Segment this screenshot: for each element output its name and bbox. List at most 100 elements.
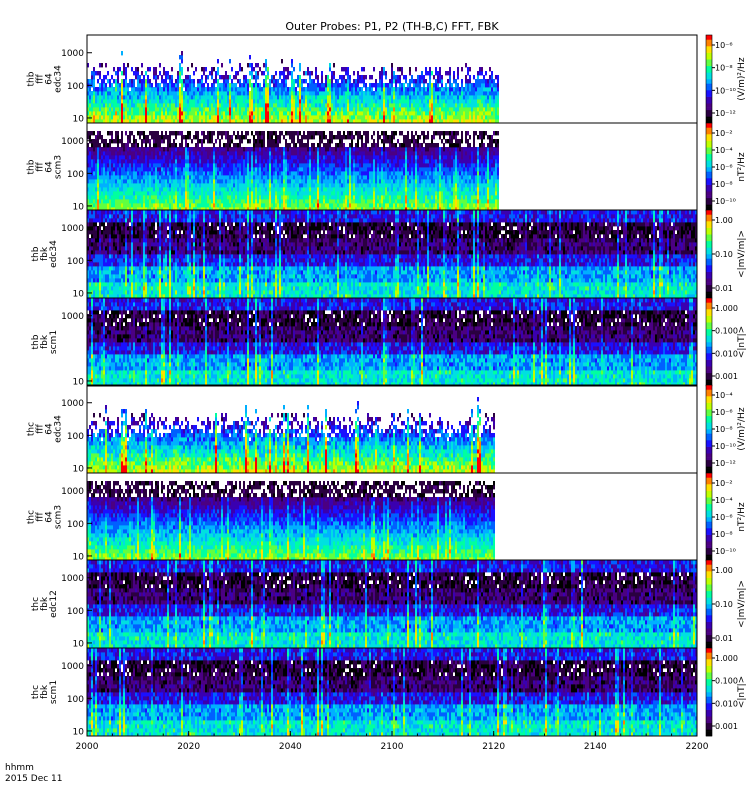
time-tick-label: 2020 [177,742,200,752]
colorbar-tick-label: 1.00 [715,566,733,575]
colorbar-tick-label: 0.10 [715,250,733,259]
colorbar-tick-label: 1.000 [715,304,738,313]
y-tick-label: 100 [67,82,84,92]
y-label-line: fbk [40,334,50,349]
colorbar-tick-label: 0.010 [715,699,738,708]
colorbar-tick-label: 0.01 [715,284,733,293]
y-tick-label: 10 [73,202,85,212]
spectrogram-image [87,481,495,562]
y-label-line: thc [27,510,37,524]
y-tick-label: 1000 [61,574,84,584]
spectrogram-image [87,648,697,737]
y-label-line: edc12 [49,590,59,618]
y-axis-label: thc fbk scm1 [31,680,59,704]
colorbar-tick-label: 0.010 [715,349,738,358]
y-tick-label: 10 [73,639,85,649]
colorbar-tick-label: 10⁻¹⁰ [715,86,736,95]
panel-5: 10 100 1000 thc fff 64 edc34 10⁻¹² 10⁻¹⁰ 10⁻⁸ 10⁻⁶… [27,384,747,474]
y-tick-label: 10 [73,727,85,737]
y-tick-label: 100 [67,170,84,180]
y-label-line: thb [31,334,41,349]
time-tick-label: 2120 [482,742,505,752]
colorbar: 0.01 0.10 1.00 <|mV/m|> [705,559,747,649]
time-tick-label: 2140 [584,742,607,752]
colorbar-tick-label: 10⁻⁸ [715,425,733,434]
y-axis-label: thb fbk scm1 [31,330,59,354]
colorbar-tick-label: 0.100 [715,327,738,336]
y-label-line: thb [27,71,37,86]
time-tick-label: 2200 [686,742,709,752]
y-label-line: fff [36,73,46,83]
y-label-line: thb [31,246,41,261]
y-tick-label: 10 [73,464,85,474]
colorbar-tick-label: 0.01 [715,634,733,643]
y-tick-label: 10 [73,377,85,387]
colorbar-tick-label: 0.001 [715,722,738,731]
colorbar-label: nT²/Hz [737,152,747,182]
y-tick-label: 1000 [61,487,84,497]
y-label-line: edc34 [54,65,64,93]
colorbar-label: (V/m)²/Hz [737,57,747,100]
y-axis-label: thb fff 64 edc34 [27,65,64,93]
y-label-line: thc [31,685,41,699]
y-label-line: 64 [45,423,55,435]
colorbar: 0.01 0.10 1.00 <|mV/m|> [705,209,747,299]
colorbar-label: <|mV/m|> [737,580,747,628]
colorbar-tick-label: 10⁻¹⁰ [715,547,736,556]
y-label-line: scm1 [49,330,59,354]
y-label-line: 64 [45,73,55,85]
panel-1: 10 100 1000 thb fff 64 edc34 10⁻¹² 10⁻¹⁰ 10⁻⁸ 10⁻⁶… [27,34,747,124]
date-label: 2015 Dec 11 [5,774,63,784]
y-label-line: fff [36,161,46,171]
y-label-line: edc34 [49,240,59,268]
y-tick-label: 1000 [61,312,84,322]
y-axis-label: thc fff 64 scm3 [27,505,64,529]
colorbar-tick-label: 10⁻¹² [715,459,736,468]
y-axis-label: thc fff 64 edc34 [27,415,64,443]
colorbar-tick-label: 10⁻¹² [715,109,736,118]
colorbar-tick-label: 10⁻⁸ [715,180,733,189]
colorbar: 0.001 0.010 0.100 1.000 <|nT|> [705,647,747,737]
spectrogram-image [87,298,697,387]
y-tick-label: 1000 [61,399,84,409]
colorbar-tick-label: 1.00 [715,216,733,225]
colorbar-tick-label: 10⁻⁸ [715,530,733,539]
y-tick-label: 100 [67,695,84,705]
time-unit-label: hhmm [5,763,34,773]
y-label-line: scm3 [54,155,64,179]
colorbar-tick-label: 0.001 [715,372,738,381]
y-label-line: scm3 [54,505,64,529]
y-label-line: thb [27,159,37,174]
time-axis: 2000 2020 2040 2100 2120 2140 2200 [76,731,709,752]
y-label-line: fff [36,423,46,433]
y-tick-label: 100 [67,607,84,617]
y-label-line: fbk [40,246,50,261]
time-tick-label: 2000 [76,742,99,752]
y-tick-label: 1000 [61,137,84,147]
colorbar: 10⁻¹⁰ 10⁻⁸ 10⁻⁶ 10⁻⁴ 10⁻² nT²/Hz [705,122,747,212]
y-label-line: edc34 [54,415,64,443]
colorbar-tick-label: 10⁻¹⁰ [715,197,736,206]
spectrogram-image [87,51,499,124]
colorbar: 10⁻¹⁰ 10⁻⁸ 10⁻⁶ 10⁻⁴ 10⁻² nT²/Hz [705,472,747,562]
y-label-line: 64 [45,161,55,173]
time-tick-label: 2040 [279,742,302,752]
spectrogram-image [87,397,495,474]
y-label-line: fbk [40,596,50,611]
y-axis-label: thc fbk edc12 [31,590,59,618]
colorbar-tick-label: 10⁻¹⁰ [715,442,736,451]
spectrogram-image [87,560,697,649]
colorbar-tick-label: 10⁻⁴ [715,146,733,155]
colorbar-tick-label: 0.10 [715,600,733,609]
colorbar-label: <|nT|> [737,326,747,358]
y-tick-label: 1000 [61,224,84,234]
spectrogram-image [87,210,697,299]
y-tick-label: 100 [67,432,84,442]
colorbar: 10⁻¹² 10⁻¹⁰ 10⁻⁸ 10⁻⁶ 10⁻⁴ (V/m)²/Hz [705,384,747,474]
